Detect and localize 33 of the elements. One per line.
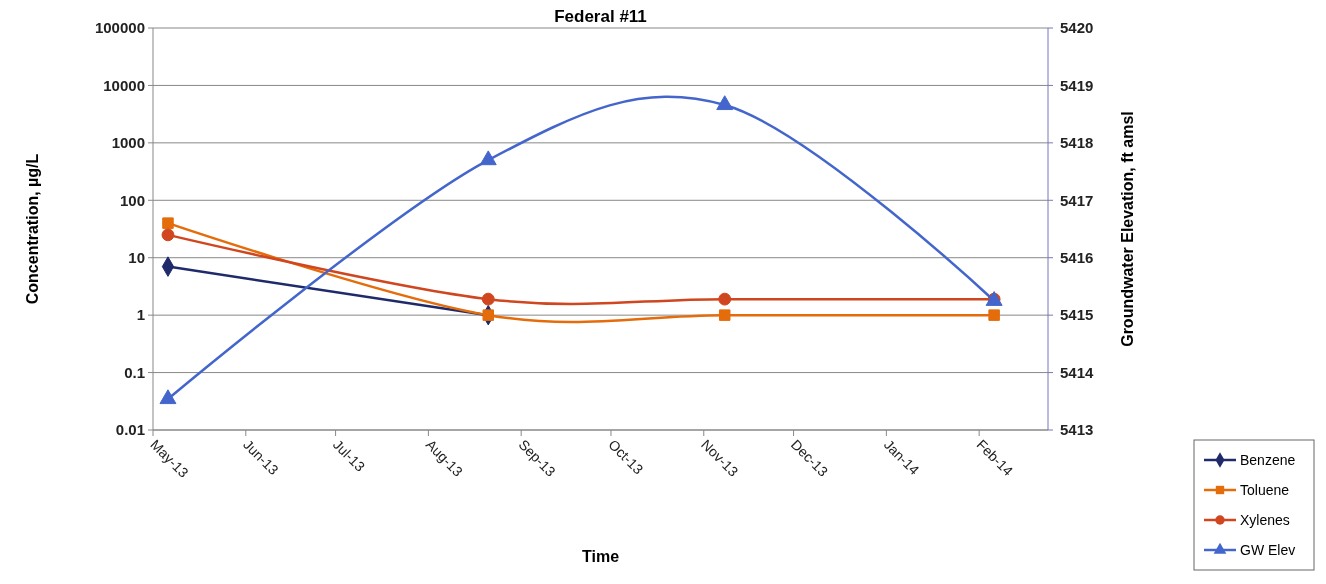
y-tick-label: 100: [119, 191, 145, 209]
point: [718, 292, 732, 306]
y2-tick-label: 5418: [1060, 134, 1094, 152]
y-tick-label: 1: [136, 306, 145, 324]
point: [716, 95, 734, 111]
legend-label: Benzene: [1240, 451, 1296, 468]
legend-label: Toluene: [1240, 481, 1290, 498]
chart-title: Federal #11: [554, 7, 647, 26]
y2-tick-label: 5415: [1060, 306, 1094, 324]
y2-tick-label: 5414: [1060, 363, 1095, 381]
point: [718, 309, 731, 321]
point: [479, 150, 497, 166]
y2-tick-label: 5417: [1060, 191, 1094, 209]
y2-tick-label: 5416: [1060, 248, 1094, 266]
y-tick-label: 100000: [94, 19, 145, 37]
point: [161, 228, 175, 242]
y2-tick-label: 5420: [1060, 19, 1094, 37]
legend-label: Xylenes: [1240, 511, 1290, 528]
y2-tick-label: 5413: [1060, 421, 1094, 439]
y-tick-label: 0.1: [124, 363, 145, 381]
point: [988, 309, 1000, 321]
y-tick-label: 10: [128, 248, 145, 266]
x-axis-title: Time: [581, 548, 620, 565]
point: [481, 292, 495, 306]
y-tick-label: 1000: [111, 134, 145, 152]
y-axis-title: Concentration, µg/L: [24, 153, 41, 305]
y2-tick-label: 5419: [1060, 76, 1094, 94]
y-tick-label: 10000: [103, 76, 145, 94]
point: [159, 389, 177, 405]
legend-label: GW Elev: [1240, 541, 1296, 558]
y2-axis-title: Groundwater Elevation, ft amsl: [1119, 111, 1136, 347]
point: [162, 217, 174, 229]
y-tick-label: 0.01: [115, 421, 145, 439]
